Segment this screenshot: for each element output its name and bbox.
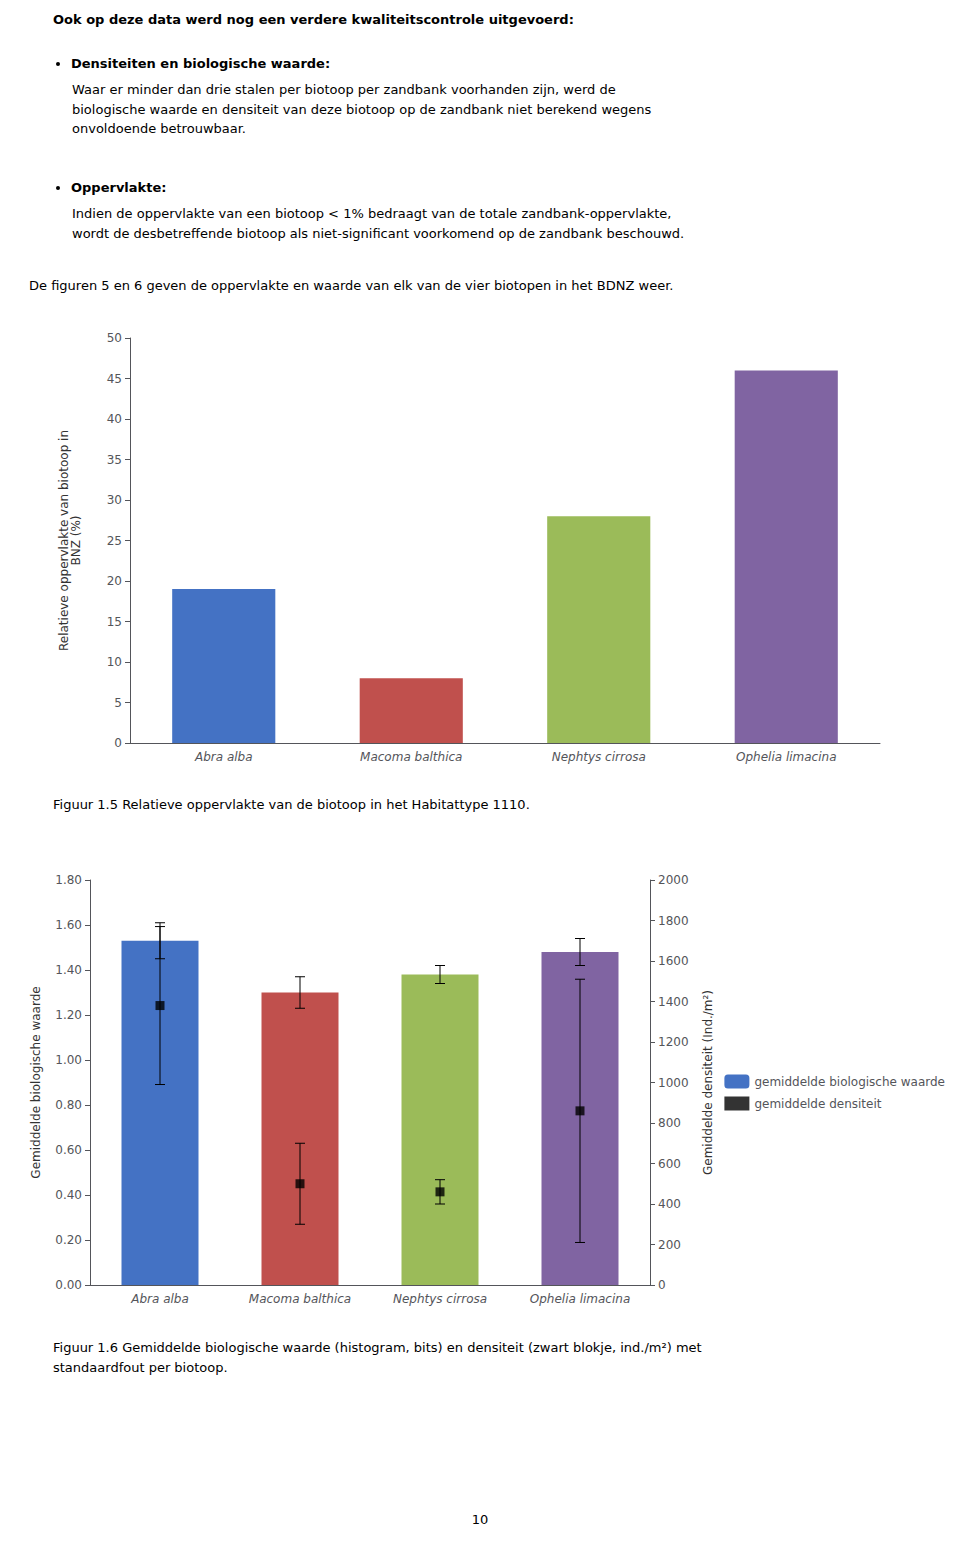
svg-text:Abra alba: Abra alba bbox=[194, 750, 253, 764]
html-text:Indien de oppervlakte van een: Indien de oppervlakte van een biotoop < … bbox=[72, 206, 685, 241]
svg-text:Macoma balthica: Macoma balthica bbox=[360, 750, 462, 764]
svg-text:gemiddelde biologische waarde: gemiddelde biologische waarde bbox=[754, 1075, 945, 1089]
svg-text:0.80: 0.80 bbox=[55, 1098, 82, 1112]
svg-text:BNZ (%): BNZ (%) bbox=[69, 515, 83, 565]
svg-text:0: 0 bbox=[658, 1278, 666, 1292]
svg-text:Ophelia limacina: Ophelia limacina bbox=[736, 750, 837, 764]
svg-text:20: 20 bbox=[107, 574, 122, 588]
svg-text:1.80: 1.80 bbox=[55, 873, 82, 887]
html-text:Figuur 1.5 Relatieve oppervlak: Figuur 1.5 Relatieve oppervlakte van de … bbox=[53, 797, 530, 812]
svg-text:Abra alba: Abra alba bbox=[130, 1292, 189, 1306]
svg-text:Nephtys cirrosa: Nephtys cirrosa bbox=[552, 750, 646, 764]
html-text:Densiteiten en biologische waa: Densiteiten en biologische waarde: bbox=[71, 56, 331, 71]
svg-text:Nephtys cirrosa: Nephtys cirrosa bbox=[393, 1292, 487, 1306]
svg-text:Relatieve oppervlakte van biot: Relatieve oppervlakte van biotoop in bbox=[57, 430, 71, 651]
svg-text:1800: 1800 bbox=[658, 914, 689, 928]
svg-text:35: 35 bbox=[107, 453, 122, 467]
svg-text:1.20: 1.20 bbox=[55, 1008, 82, 1022]
svg-text:Macoma balthica: Macoma balthica bbox=[249, 1292, 351, 1306]
svg-text:1.40: 1.40 bbox=[55, 963, 82, 977]
svg-text:1000: 1000 bbox=[658, 1076, 689, 1090]
svg-text:2000: 2000 bbox=[658, 873, 689, 887]
svg-text:Gemiddelde biologische waarde: Gemiddelde biologische waarde bbox=[29, 986, 43, 1178]
svg-text:800: 800 bbox=[658, 1116, 681, 1130]
svg-text:30: 30 bbox=[107, 493, 122, 507]
html-text:Ook op deze data werd nog een: Ook op deze data werd nog een verdere kw… bbox=[53, 12, 574, 27]
svg-text:5: 5 bbox=[114, 696, 122, 710]
svg-text:1600: 1600 bbox=[658, 954, 689, 968]
html-text:De figuren 5 en 6 geven de opp: De figuren 5 en 6 geven de oppervlakte e… bbox=[29, 278, 674, 293]
svg-text:25: 25 bbox=[107, 534, 122, 548]
svg-text:400: 400 bbox=[658, 1197, 681, 1211]
svg-text:10: 10 bbox=[107, 655, 122, 669]
svg-text:0.00: 0.00 bbox=[55, 1278, 82, 1292]
html-text:Figuur 1.6 Gemiddelde biologis: Figuur 1.6 Gemiddelde biologische waarde… bbox=[53, 1340, 702, 1375]
svg-text:1400: 1400 bbox=[658, 995, 689, 1009]
svg-text:600: 600 bbox=[658, 1157, 681, 1171]
svg-text:0.20: 0.20 bbox=[55, 1233, 82, 1247]
svg-text:Gemiddelde densiteit (Ind./m²): Gemiddelde densiteit (Ind./m²) bbox=[701, 990, 715, 1175]
svg-text:45: 45 bbox=[107, 372, 122, 386]
html-text:10: 10 bbox=[471, 1512, 489, 1527]
svg-text:40: 40 bbox=[107, 412, 122, 426]
svg-text:50: 50 bbox=[107, 331, 122, 345]
html-text:Waar er minder dan drie stalen: Waar er minder dan drie stalen per bioto… bbox=[72, 82, 652, 136]
svg-text:0.40: 0.40 bbox=[55, 1188, 82, 1202]
svg-text:0: 0 bbox=[114, 736, 122, 750]
html-text:Oppervlakte:: Oppervlakte: bbox=[71, 180, 167, 195]
svg-text:1.60: 1.60 bbox=[55, 918, 82, 932]
svg-text:1.00: 1.00 bbox=[55, 1053, 82, 1067]
svg-text:Ophelia limacina: Ophelia limacina bbox=[530, 1292, 631, 1306]
svg-text:1200: 1200 bbox=[658, 1035, 689, 1049]
svg-text:gemiddelde densiteit: gemiddelde densiteit bbox=[754, 1097, 881, 1111]
svg-text:0.60: 0.60 bbox=[55, 1143, 82, 1157]
svg-text:15: 15 bbox=[107, 615, 122, 629]
svg-text:200: 200 bbox=[658, 1238, 681, 1252]
